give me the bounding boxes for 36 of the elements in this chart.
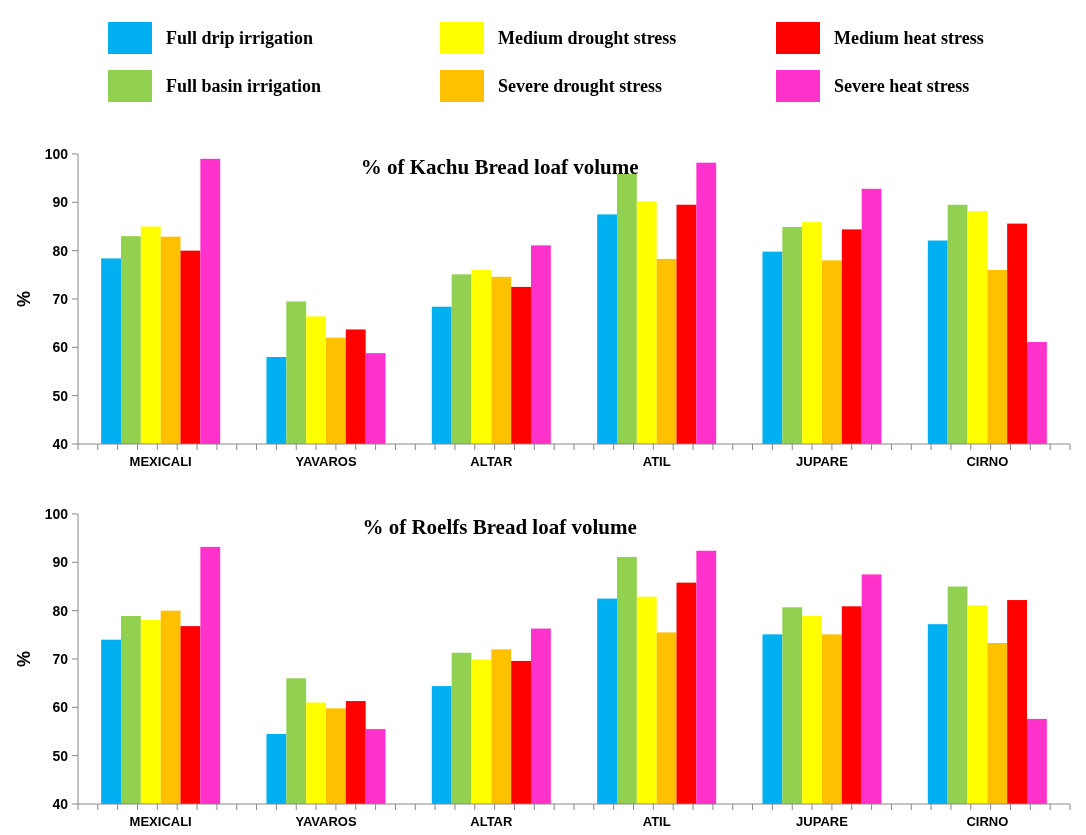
- legend-label: Full drip irrigation: [166, 28, 314, 48]
- y-tick-label: 100: [44, 145, 69, 162]
- y-tick-label: 100: [44, 505, 69, 522]
- y-tick-label: 80: [52, 242, 69, 259]
- y-axis-title: %: [14, 650, 34, 668]
- y-tick-label: 90: [52, 554, 69, 571]
- legend-label: Full basin irrigation: [166, 76, 322, 96]
- x-tick-label: CIRNO: [966, 814, 1009, 829]
- x-tick-label: JUPARE: [796, 814, 849, 829]
- x-tick-label: ATIL: [642, 454, 671, 469]
- x-tick-label: YAVAROS: [295, 454, 357, 469]
- x-tick-label: MEXICALI: [129, 454, 192, 469]
- y-tick-label: 70: [52, 650, 69, 667]
- x-tick-label: JUPARE: [796, 454, 849, 469]
- legend-label: Medium drought stress: [498, 28, 677, 48]
- y-tick-label: 80: [52, 602, 69, 619]
- legend-label: Severe heat stress: [834, 76, 970, 96]
- x-tick-label: MEXICALI: [129, 814, 192, 829]
- y-tick-label: 60: [52, 699, 69, 716]
- y-tick-label: 50: [52, 387, 69, 404]
- y-tick-label: 40: [52, 795, 69, 812]
- y-tick-label: 90: [52, 194, 69, 211]
- y-tick-label: 70: [52, 290, 69, 307]
- y-tick-label: 40: [52, 435, 69, 452]
- x-tick-label: ATIL: [642, 814, 671, 829]
- x-tick-label: CIRNO: [966, 454, 1009, 469]
- chart-title: % of Roelfs Bread loaf volume: [362, 515, 637, 539]
- x-tick-label: ALTAR: [470, 454, 513, 469]
- legend-label: Severe drought stress: [498, 76, 662, 96]
- chart-title: % of Kachu Bread loaf volume: [360, 155, 639, 179]
- x-tick-label: ALTAR: [470, 814, 513, 829]
- x-tick-label: YAVAROS: [295, 814, 357, 829]
- y-axis-title: %: [14, 290, 34, 308]
- y-tick-label: 60: [52, 339, 69, 356]
- y-tick-label: 50: [52, 747, 69, 764]
- legend-label: Medium heat stress: [834, 28, 984, 48]
